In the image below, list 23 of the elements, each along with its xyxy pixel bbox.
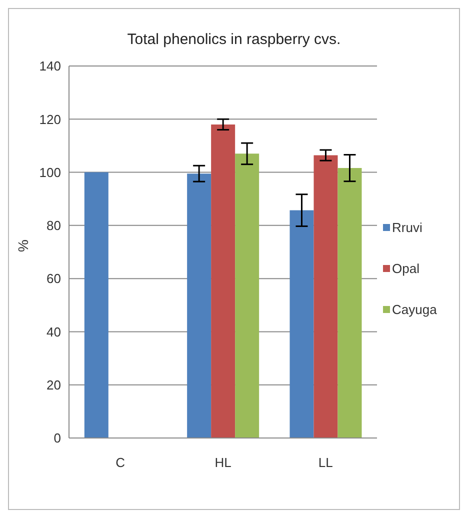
bar — [314, 155, 338, 438]
y-axis-title: % — [14, 240, 31, 252]
y-tick-label: 140 — [39, 58, 61, 74]
y-tick-label: 80 — [46, 218, 61, 234]
legend-label: Cayuga — [392, 302, 437, 316]
bar — [290, 210, 314, 438]
y-tick-label: 0 — [54, 430, 61, 446]
y-tick-label: 120 — [39, 112, 61, 127]
y-tick-label: 60 — [46, 271, 61, 286]
bar — [211, 124, 236, 438]
x-tick-label: LL — [318, 455, 333, 470]
y-tick-label: 20 — [46, 377, 61, 392]
x-tick-label: C — [116, 455, 126, 470]
x-tick-label: HL — [214, 455, 232, 470]
legend-label: Opal — [392, 260, 420, 276]
bar — [187, 174, 212, 438]
legend-label: Rruvi — [392, 220, 422, 234]
bar — [338, 168, 362, 438]
chart-title: Total phenolics in raspberry cvs. — [126, 30, 342, 48]
y-tick-label: 100 — [39, 164, 61, 180]
bar — [84, 172, 108, 438]
y-tick-label: 40 — [46, 324, 61, 340]
bar — [235, 154, 260, 438]
